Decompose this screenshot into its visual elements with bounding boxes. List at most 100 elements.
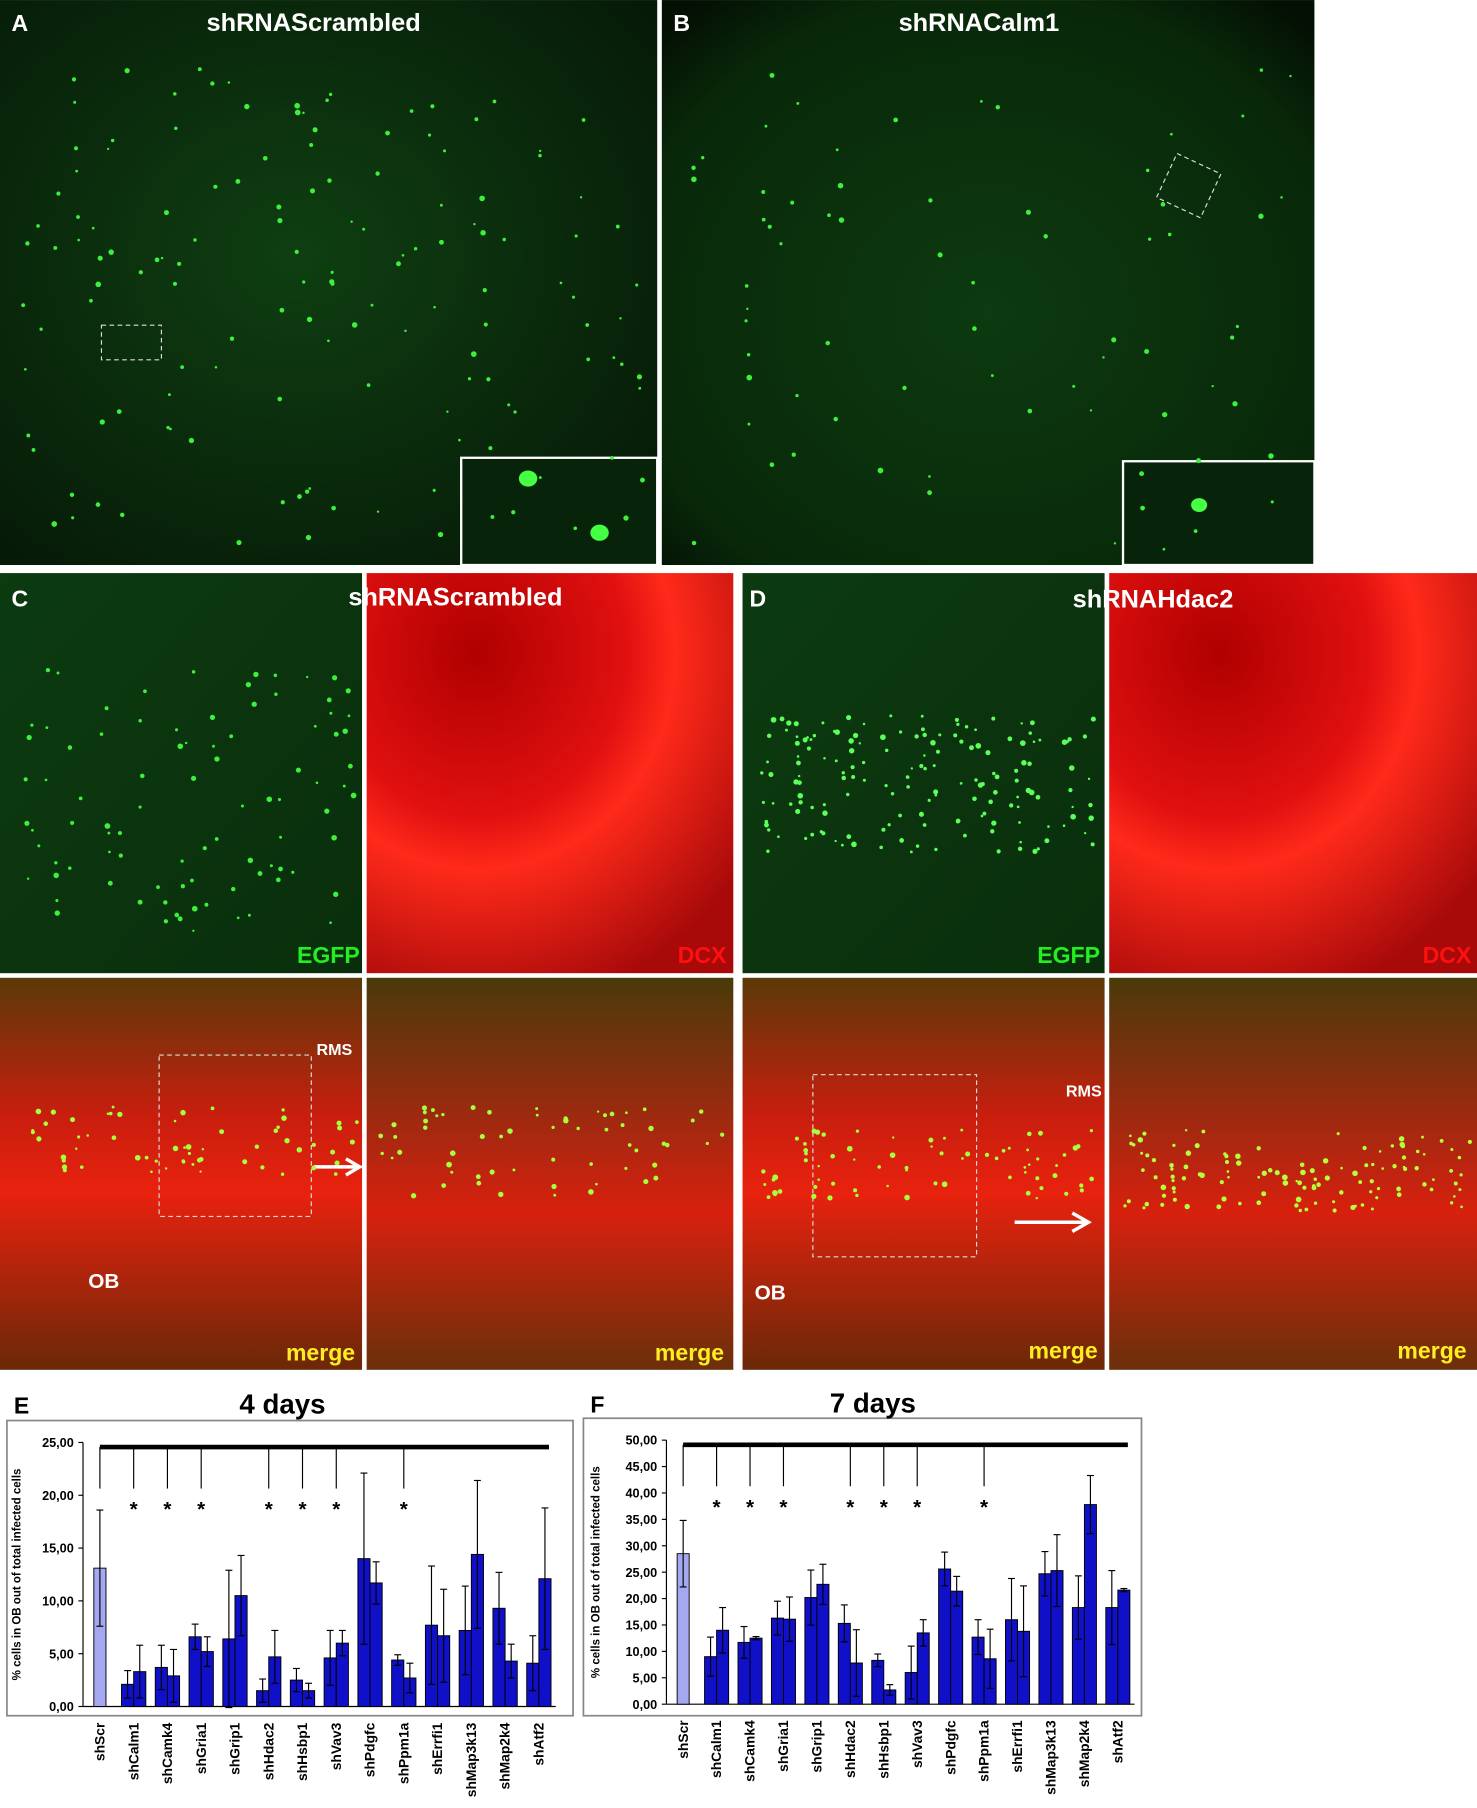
error-bar <box>1074 1575 1082 1640</box>
cell <box>571 295 576 299</box>
cell <box>1340 1166 1343 1170</box>
cell <box>746 352 751 357</box>
cell <box>281 1115 287 1121</box>
cell <box>823 757 826 760</box>
cell <box>1364 1163 1369 1168</box>
cell <box>204 902 209 907</box>
y-tick-label: 0,00 <box>633 1698 658 1712</box>
cell <box>698 1109 704 1114</box>
cell <box>1371 1162 1375 1167</box>
cell <box>511 510 516 515</box>
cell <box>1021 760 1027 766</box>
cell <box>803 1158 808 1163</box>
cell <box>763 1183 767 1187</box>
cell <box>1071 805 1074 809</box>
cell <box>1140 1151 1144 1155</box>
cell <box>535 1113 539 1117</box>
region-label: RMS <box>1066 1083 1102 1101</box>
cell <box>914 734 919 739</box>
cell <box>376 510 380 513</box>
cell <box>796 101 800 105</box>
panel-letter: F <box>590 1391 604 1417</box>
cell <box>764 819 769 824</box>
cell <box>920 727 925 732</box>
cell <box>846 1145 853 1152</box>
cell <box>479 1133 485 1140</box>
cell <box>242 1159 248 1165</box>
cell <box>191 670 196 674</box>
cell <box>1126 1199 1131 1204</box>
cell <box>943 1136 946 1140</box>
cell <box>219 1129 225 1135</box>
channel-label: merge <box>1397 1337 1466 1363</box>
cell <box>441 1112 445 1117</box>
cell <box>247 857 254 864</box>
error-bar <box>507 1643 515 1679</box>
cell <box>75 1147 78 1150</box>
x-tick-label: shPdgfc <box>362 1722 378 1777</box>
cell <box>804 1151 808 1156</box>
cell <box>1062 1153 1067 1157</box>
cell <box>1322 1158 1329 1164</box>
cell <box>1235 324 1239 329</box>
cell <box>771 801 775 805</box>
cell <box>487 1109 492 1115</box>
cell <box>1167 232 1172 237</box>
cell <box>795 735 799 739</box>
cell <box>295 767 301 773</box>
cell <box>623 515 629 521</box>
cell <box>450 1170 454 1174</box>
cell <box>551 1125 555 1130</box>
cell <box>210 81 215 86</box>
cell <box>996 849 1001 854</box>
cell <box>71 516 75 520</box>
cell <box>851 774 856 779</box>
cell <box>107 880 113 886</box>
error-bar <box>372 1561 380 1605</box>
x-tick-label: shAtf2 <box>1109 1720 1125 1763</box>
egfp-image <box>742 573 1105 974</box>
cell <box>1299 1162 1305 1168</box>
cell <box>327 178 332 183</box>
cell <box>54 861 58 865</box>
cell <box>97 255 103 261</box>
x-tick-label: shHsbp1 <box>875 1720 891 1779</box>
cell <box>1261 1191 1267 1197</box>
cell <box>620 362 624 366</box>
cell <box>579 196 583 199</box>
cell <box>852 732 859 739</box>
cell <box>969 745 974 751</box>
cell <box>1036 1157 1040 1161</box>
channel-label: merge <box>1028 1337 1097 1363</box>
cell <box>54 910 60 916</box>
zoom-box <box>158 1054 312 1218</box>
cell <box>166 425 170 430</box>
cell <box>244 103 250 110</box>
cell <box>214 366 218 369</box>
cell <box>181 1159 186 1163</box>
cell <box>1065 740 1069 744</box>
x-tick-label: shMap3k13 <box>463 1722 479 1797</box>
cell <box>764 822 769 828</box>
panel-letter: D <box>749 586 766 612</box>
error-bar <box>1053 1534 1061 1608</box>
cell <box>1160 202 1166 207</box>
cell <box>44 778 48 782</box>
cell <box>110 138 115 143</box>
cell <box>326 697 332 703</box>
cell <box>691 176 697 183</box>
cell <box>167 393 171 397</box>
cell <box>639 477 645 483</box>
cell <box>273 673 278 678</box>
error-bar <box>124 1670 132 1699</box>
cell <box>979 100 983 103</box>
cell <box>1236 1160 1242 1166</box>
bar <box>950 1590 964 1705</box>
cell <box>1145 168 1150 173</box>
merge-image <box>742 977 1105 1370</box>
cell <box>21 303 26 308</box>
cell <box>1432 1178 1435 1181</box>
cell <box>902 385 907 391</box>
cell <box>802 737 808 743</box>
cell <box>439 203 443 207</box>
